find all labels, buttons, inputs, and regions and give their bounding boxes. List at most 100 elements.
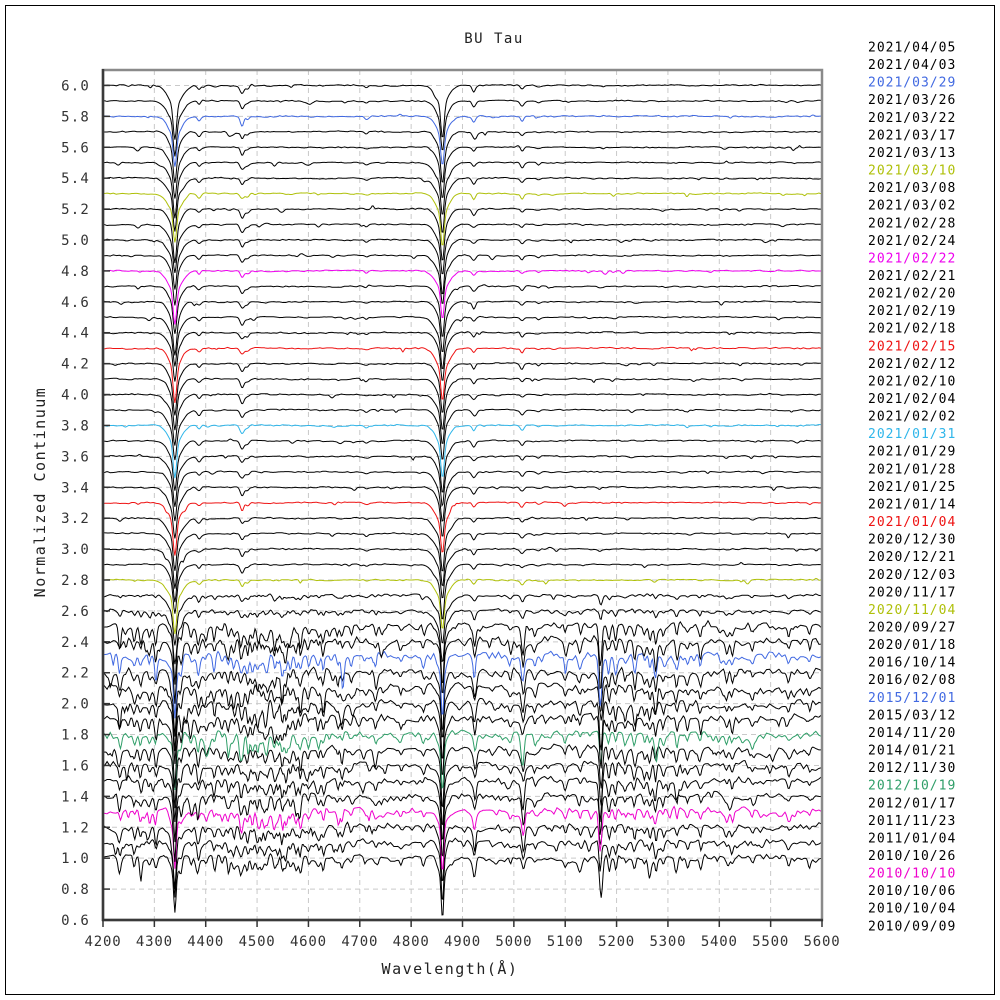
spectrum-line [104,253,821,306]
date-label: 2010/10/04 [868,902,956,917]
spectrum-line [104,113,821,167]
y-tick-label: 1.8 [61,728,90,744]
date-label: 2021/03/26 [868,93,956,108]
spectrum-line [104,837,821,901]
spectrum-line [104,284,821,337]
spectrum-line [104,470,821,522]
grid-layer [103,70,822,920]
y-tick-label: 5.2 [61,202,90,218]
spectrum-line [104,532,821,589]
y-tick-label: 2.6 [61,604,90,620]
spectrum-line [104,561,821,620]
date-label: 2021/02/20 [868,287,956,302]
spectrum-line [104,485,821,539]
spectrum-line [104,821,821,890]
date-label: 2021/04/03 [868,58,956,73]
spectrum-line [104,83,821,140]
date-label: 2012/01/17 [868,796,956,811]
spectrum-line [104,682,821,752]
spectrum-line [104,729,821,791]
date-label: 2021/03/13 [868,146,956,161]
date-label: 2021/01/28 [868,462,956,477]
x-tick-label: 4200 [85,934,122,950]
y-tick-label: 3.6 [61,449,90,465]
spectrum-line [104,454,821,508]
y-tick-label: 4.4 [61,326,90,342]
x-tick-label: 5500 [752,934,789,950]
date-label: 2020/11/17 [868,585,956,600]
x-axis-label: Wavelength(Å) [382,959,519,978]
y-tick-label: 3.0 [61,542,90,558]
date-label: 2011/11/23 [868,814,956,829]
date-label: 2021/03/08 [868,181,956,196]
y-tick-label: 2.2 [61,666,90,682]
date-label: 2021/02/12 [868,357,956,372]
spectrum-line [104,650,821,719]
spectra-layer [104,83,821,916]
date-label: 2015/12/01 [868,691,956,706]
date-label: 2021/02/22 [868,251,956,266]
y-tick-label: 1.6 [61,758,90,774]
date-label: 2021/02/02 [868,410,956,425]
date-label: 2021/02/04 [868,392,956,407]
y-tick-label: 2.8 [61,573,90,589]
spectrum-line [104,608,821,665]
spectrum-line [104,423,821,479]
spectrum-line [104,593,821,646]
y-tick-label: 4.2 [61,357,90,373]
x-tick-label: 4800 [393,934,430,950]
spectrum-line [104,315,821,370]
axis-ticks [102,84,823,927]
date-label: 2021/03/29 [868,76,956,91]
spectrum-line [104,222,821,275]
spectrum-line [104,546,821,603]
x-tick-label: 5300 [649,934,686,950]
spectrum-line [104,501,821,556]
spectrum-line [104,516,821,572]
y-tick-label: 5.6 [61,140,90,156]
spectrum-line [104,666,821,737]
date-label: 2020/12/03 [868,568,956,583]
date-label: 2021/02/10 [868,374,956,389]
spectrum-line [104,438,821,493]
chart-title: BU Tau [464,31,524,47]
date-label: 2020/12/30 [868,533,956,548]
spectrum-line [104,760,821,826]
date-label: 2021/03/02 [868,199,956,214]
date-label: 2021/03/17 [868,128,956,143]
date-label: 2021/01/29 [868,445,956,460]
y-axis-label: Normalized Continuum [31,387,49,598]
spectrum-line [104,362,821,416]
date-label: 2014/01/21 [868,744,956,759]
y-tick-label: 1.2 [61,820,90,836]
date-label: 2010/10/06 [868,884,956,899]
spectrum-line [104,205,821,264]
date-label: 2015/03/12 [868,708,956,723]
y-tick-label: 3.2 [61,511,90,527]
date-label: 2021/03/22 [868,111,956,126]
spectrum-line [104,743,821,809]
spectrum-line [104,697,821,765]
date-label: 2021/02/21 [868,269,956,284]
date-label: 2021/04/05 [868,41,956,56]
date-label: 2021/01/14 [868,498,956,513]
y-tick-label: 1.4 [61,789,90,805]
spectrum-line [104,238,821,295]
y-tick-labels: 0.6 0.8 1.0 1.2 1.4 1.6 1.8 2.0 2.2 2.4 2.6 2.8 3.0 3… [61,78,90,929]
y-tick-label: 3.4 [61,480,90,496]
x-tick-label: 4900 [444,934,481,950]
date-label: 2010/09/09 [868,919,956,934]
date-label: 2010/10/26 [868,849,956,864]
spectrum-line [104,392,821,446]
x-tick-label: 5600 [804,934,841,950]
date-label: 2021/01/04 [868,515,956,530]
date-label: 2020/09/27 [868,621,956,636]
spectrum-line [104,192,821,246]
spectrum-line [104,176,821,233]
x-tick-label: 5400 [701,934,738,950]
spectrum-line [104,300,821,356]
spectrum-line [104,577,821,635]
x-tick-label: 4600 [290,934,327,950]
spectrum-line [104,712,821,788]
